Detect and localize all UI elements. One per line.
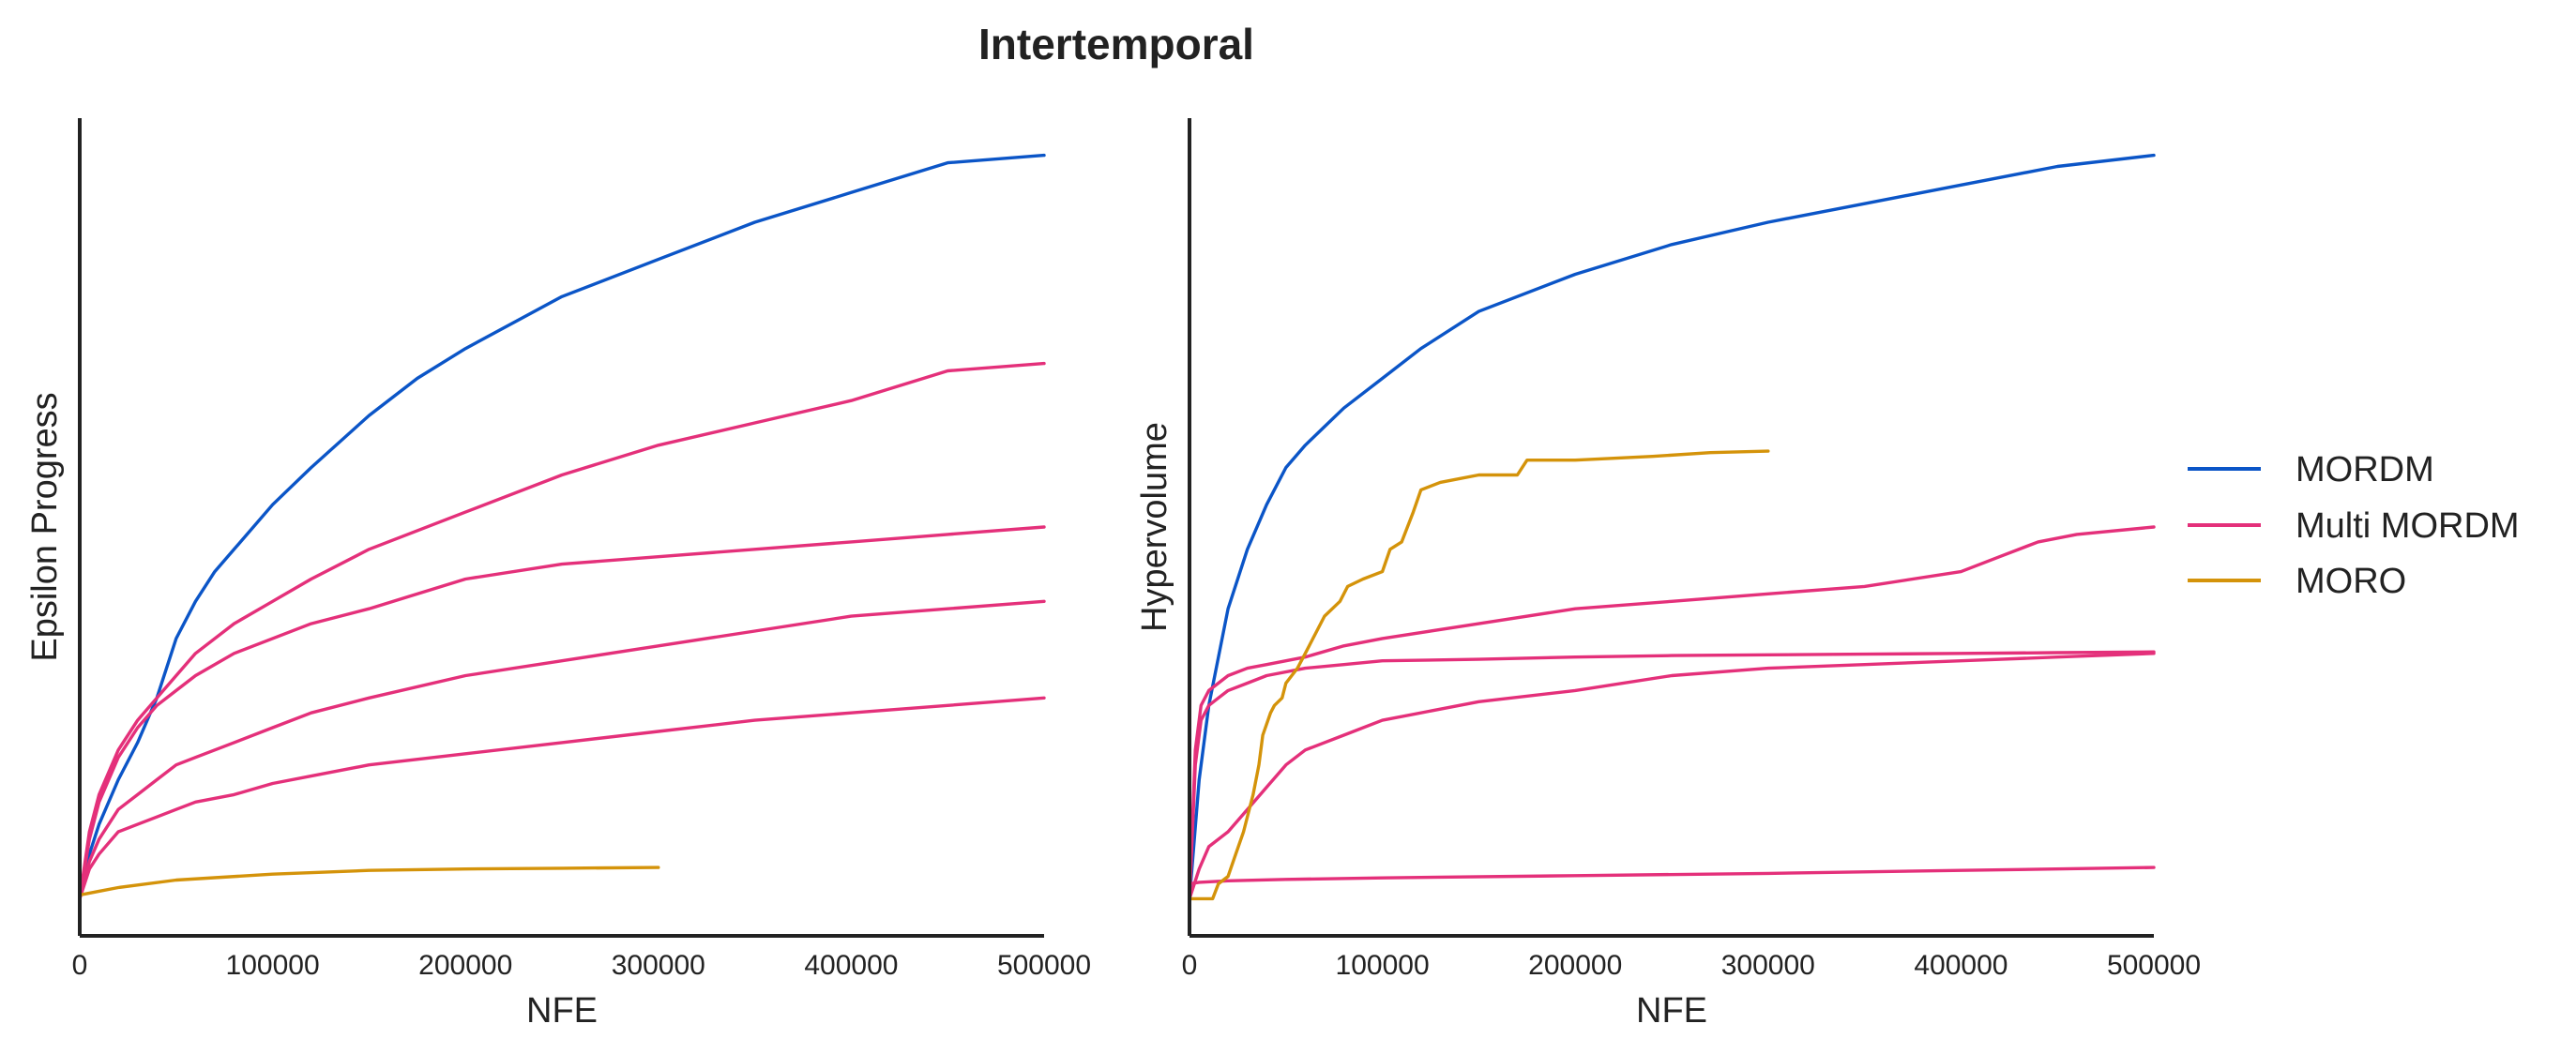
series-line-multi-mordm-1 (1188, 525, 2156, 901)
series-line-multi-mordm-4 (78, 696, 1046, 901)
series-line-moro-5 (78, 866, 660, 897)
series-line-multi-mordm-2 (78, 525, 1046, 901)
legend-entry-moro: MORO (2188, 562, 2406, 601)
series-line-mordm-0 (78, 153, 1046, 901)
x-tick-label-1: 100000 (1336, 950, 1430, 981)
x-tick-label-0: 0 (72, 950, 88, 981)
x-axis-label: NFE (526, 991, 598, 1031)
x-tick-label-3: 300000 (1721, 950, 1815, 981)
legend-entry-multi-mordm: Multi MORDM (2188, 506, 2520, 546)
legend-label-multi-mordm: Multi MORDM (2296, 506, 2520, 546)
legend-label-moro: MORO (2296, 562, 2406, 601)
series-layer (1188, 153, 2156, 901)
x-tick-label-5: 500000 (997, 950, 1091, 981)
x-tick-label-1: 100000 (226, 950, 320, 981)
figure-title: Intertemporal (978, 20, 1254, 68)
series-line-multi-mordm-1 (78, 361, 1046, 901)
x-tick-label-2: 200000 (418, 950, 512, 981)
x-tick-label-0: 0 (1182, 950, 1198, 981)
legend-label-mordm: MORDM (2296, 450, 2434, 489)
chart-panel-epsilon-progress: 0 100000 200000 300000 400000 500000 NFE Epsi… (25, 118, 1091, 1031)
y-axis-label: Hypervolume (1135, 422, 1174, 632)
legend: MORDM Multi MORDM MORO (2188, 450, 2520, 601)
series-line-multi-mordm-3 (78, 599, 1046, 901)
series-line-multi-mordm-3 (1188, 652, 2156, 901)
x-tick-label-4: 400000 (804, 950, 898, 981)
series-line-multi-mordm-4 (1188, 866, 2156, 886)
x-tick-label-2: 200000 (1528, 950, 1622, 981)
legend-entry-mordm: MORDM (2188, 450, 2434, 489)
x-tick-label-4: 400000 (1914, 950, 2008, 981)
y-axis-label: Epsilon Progress (25, 392, 65, 661)
series-line-mordm-0 (1188, 153, 2156, 901)
x-tick-label-5: 500000 (2107, 950, 2201, 981)
x-tick-labels: 0 100000 200000 300000 400000 500000 (72, 950, 1091, 981)
x-axis-label: NFE (1636, 991, 1707, 1031)
series-line-multi-mordm-2 (1188, 650, 2156, 901)
x-tick-labels: 0 100000 200000 300000 400000 500000 (1182, 950, 2201, 981)
chart-panel-hypervolume: 0 100000 200000 300000 400000 500000 NFE Hype… (1135, 118, 2201, 1031)
series-line-moro-5 (1188, 449, 1770, 901)
x-tick-label-3: 300000 (612, 950, 705, 981)
series-layer (78, 153, 1046, 901)
